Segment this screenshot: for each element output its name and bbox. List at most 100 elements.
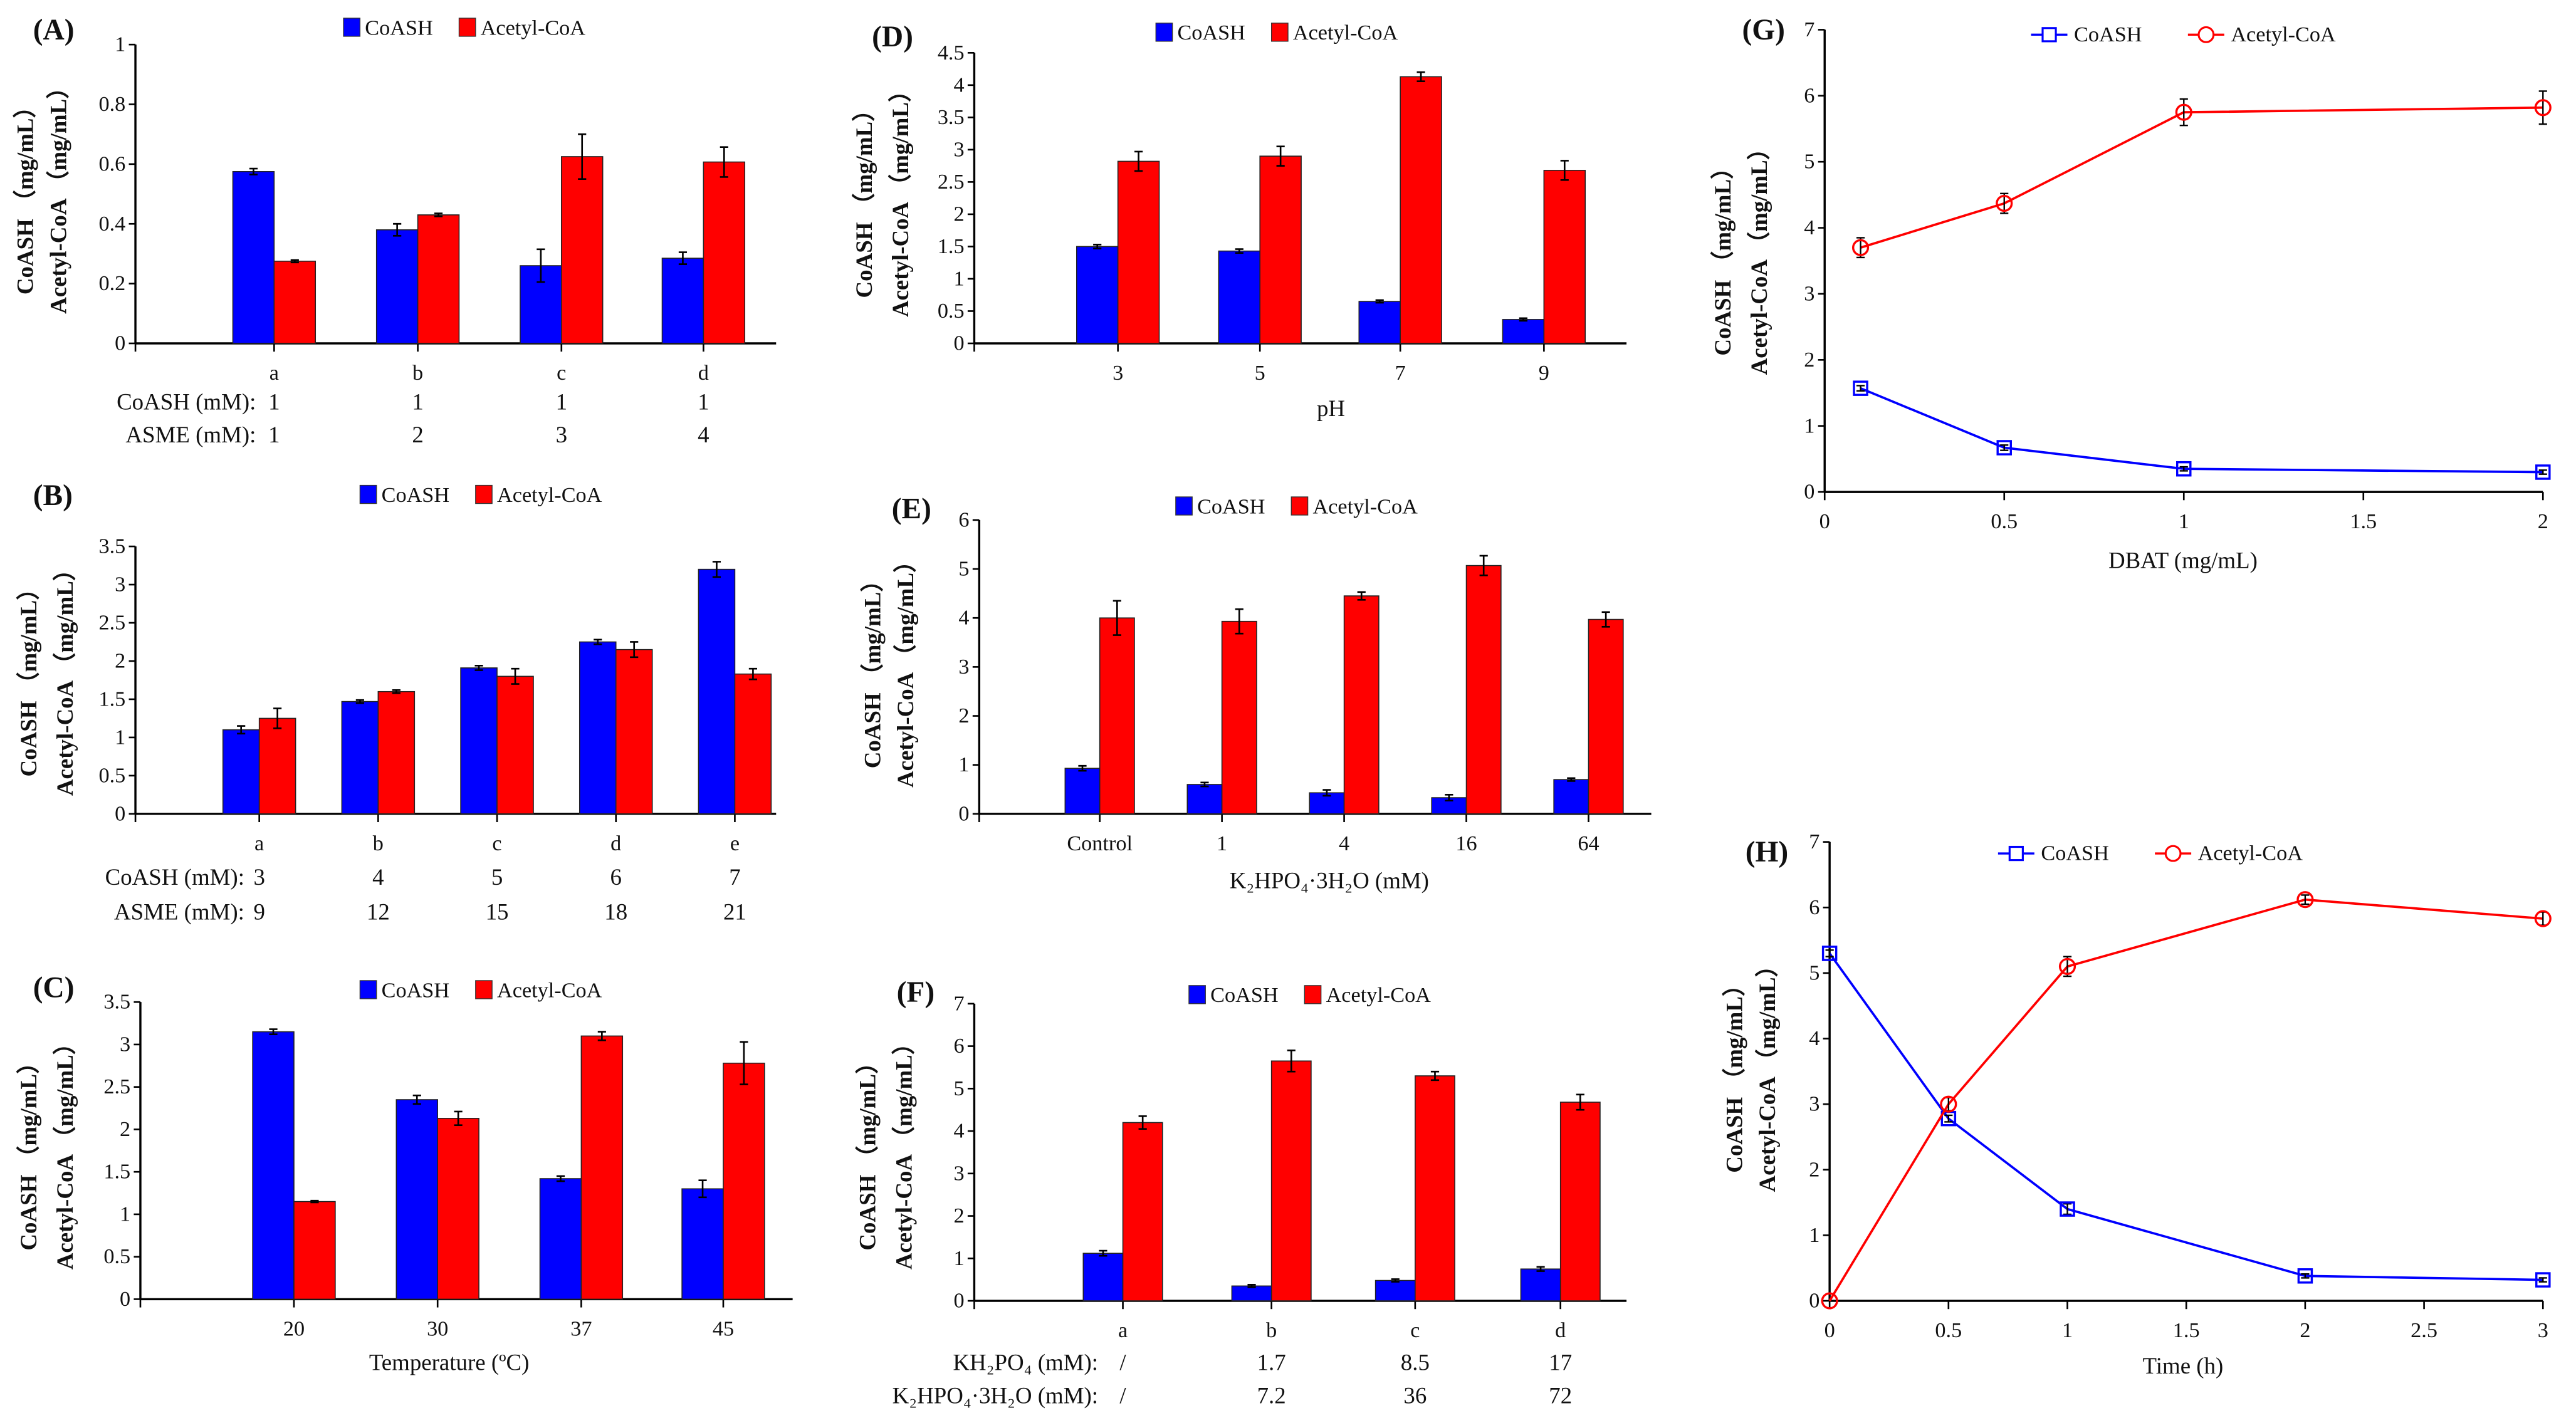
- y-axis-label: Acetyl-CoA （mg/mL）: [45, 76, 71, 314]
- y-tick-label: 7: [1809, 830, 1819, 853]
- error-bar: [1445, 794, 1453, 802]
- x-tick-label: 7: [1395, 361, 1406, 385]
- legend-label: CoASH: [1177, 21, 1245, 44]
- series-line-coash: [1828, 952, 2543, 1281]
- bar-acetyl-coa: [1117, 160, 1160, 344]
- y-tick-label: 1.5: [938, 234, 965, 258]
- x-tick-label: 1: [2062, 1318, 2073, 1342]
- y-tick-label: 1: [115, 725, 125, 749]
- row-value: 36: [1403, 1382, 1427, 1408]
- error-bar: [712, 561, 721, 578]
- error-bar: [1276, 145, 1285, 167]
- bar-coash: [1231, 1285, 1272, 1301]
- bar-acetyl-coa: [273, 261, 317, 344]
- legend: CoASH Acetyl-CoA: [343, 16, 585, 39]
- panel-label: (D): [872, 21, 913, 53]
- bar-acetyl-coa: [1415, 1075, 1455, 1301]
- error-bar: [1519, 317, 1528, 322]
- row-value: /: [1119, 1382, 1126, 1408]
- x-axis-title: pH: [1317, 395, 1345, 421]
- row-value: 21: [723, 899, 746, 924]
- error-bar: [1113, 600, 1121, 636]
- y-tick-label: 0: [115, 801, 125, 825]
- row-value: 1: [268, 422, 280, 447]
- row-label: ASME (mM):: [114, 899, 244, 925]
- error-bar: [392, 689, 401, 694]
- bar-coash: [1358, 301, 1401, 344]
- bar-acetyl-coa: [437, 1118, 479, 1300]
- y-axis-label: Acetyl-CoA （mg/mL）: [887, 79, 913, 317]
- row-value: 4: [372, 864, 384, 890]
- error-bar: [474, 664, 483, 671]
- panel-a: (A) CoASH （mg/mL） Acetyl-CoA （mg/mL） 0 0.2 0.…: [13, 14, 777, 448]
- row-value: 8.5: [1401, 1350, 1430, 1375]
- row-value: 5: [491, 864, 503, 890]
- row-value: 6: [610, 864, 622, 890]
- legend-label: CoASH: [2041, 842, 2108, 865]
- y-axis-label: Acetyl-CoA （mg/mL）: [1754, 954, 1780, 1192]
- y-tick-label: 1: [120, 1202, 130, 1226]
- error-bar: [2538, 90, 2547, 125]
- y-tick-label: 1: [953, 1246, 964, 1270]
- y-tick-label: 5: [1804, 150, 1814, 174]
- bar-acetyl-coa: [1122, 1122, 1163, 1301]
- y-tick-label: 1.5: [98, 687, 125, 711]
- data-point-coash: [1853, 380, 1868, 396]
- error-bar: [1235, 248, 1243, 254]
- x-tick-label: 30: [427, 1316, 448, 1340]
- data-point-acetyl-coa: [2175, 103, 2192, 121]
- bar-coash: [1553, 779, 1589, 815]
- error-bar: [1099, 1249, 1107, 1257]
- series-line-acetyl-coa: [1860, 106, 2543, 249]
- legend-label: Acetyl-CoA: [2198, 842, 2303, 865]
- data-point-coash: [2297, 1268, 2313, 1284]
- panel-d: (D) CoASH （mg/mL） Acetyl-CoA （mg/mL） 0 0.5 1 1…: [851, 21, 1627, 421]
- y-tick-label: 4: [953, 73, 964, 96]
- y-tick-label: 4: [953, 1119, 964, 1143]
- y-tick-label: 7: [1804, 18, 1814, 41]
- error-bar: [2538, 469, 2547, 475]
- legend-swatch: [1175, 496, 1193, 516]
- x-tick-label: 0.5: [1935, 1318, 1962, 1342]
- data-point-coash: [2535, 1272, 2551, 1288]
- panel-label: (G): [1742, 14, 1785, 46]
- error-bar: [1567, 777, 1576, 782]
- x-tick-label: 2: [2538, 509, 2548, 533]
- legend-label: CoASH: [382, 978, 449, 1002]
- y-tick-label: 2: [953, 1204, 964, 1228]
- error-bar: [1416, 71, 1425, 82]
- error-bar: [1576, 1093, 1584, 1111]
- error-bar: [1078, 764, 1087, 772]
- error-bar: [310, 1199, 319, 1204]
- bar-coash: [1186, 784, 1223, 815]
- error-bar: [698, 1179, 707, 1199]
- x-tick-label: 3: [1113, 361, 1123, 385]
- data-point-acetyl-coa: [1996, 195, 2013, 212]
- panel-label: (C): [33, 971, 75, 1004]
- error-bar: [1138, 1115, 1147, 1130]
- x-tick-label: b: [1266, 1318, 1277, 1342]
- y-tick-label: 0: [115, 331, 125, 355]
- error-bar: [2063, 1203, 2072, 1216]
- x-tick-label: 1: [1217, 831, 1227, 855]
- bar-coash: [341, 701, 379, 815]
- bar-acetyl-coa: [293, 1201, 336, 1300]
- legend-swatch: [1270, 23, 1289, 42]
- row-label: KH₂PO₄ (mM):: [953, 1350, 1098, 1376]
- error-bar: [594, 639, 602, 645]
- row-value: 17: [1549, 1350, 1572, 1375]
- row-value: 18: [604, 899, 627, 924]
- legend: CoASH Acetyl-CoA: [1188, 983, 1431, 1007]
- y-tick-label: 7: [953, 991, 964, 1015]
- bar-coash: [698, 568, 736, 815]
- bar-acetyl-coa: [1099, 617, 1135, 815]
- error-bar: [434, 212, 443, 217]
- panel-label: (E): [892, 493, 931, 525]
- error-bar: [393, 222, 402, 237]
- y-axis-label: CoASH （mg/mL）: [16, 577, 41, 777]
- error-bar: [2179, 98, 2188, 127]
- legend-label: Acetyl-CoA: [481, 16, 586, 39]
- data-point-acetyl-coa: [2534, 910, 2552, 927]
- y-tick-label: 1: [958, 753, 969, 776]
- panel-g: (G) CoASH （mg/mL） Acetyl-CoA （mg/mL） 0 1 2 3 4 5…: [1710, 14, 2552, 573]
